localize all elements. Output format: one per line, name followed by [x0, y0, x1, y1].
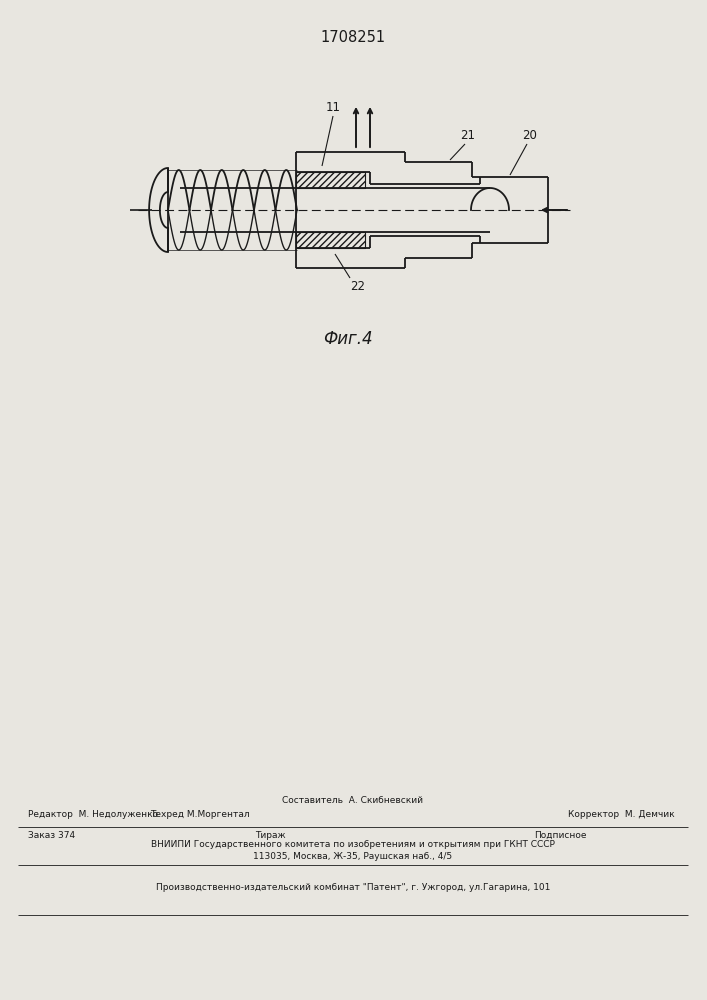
Bar	[296, 172, 365, 188]
Text: Фиг.4: Фиг.4	[323, 330, 373, 348]
Text: 20: 20	[522, 129, 537, 142]
Text: Техред М.Моргентал: Техред М.Моргентал	[150, 810, 250, 819]
Text: 113035, Москва, Ж-35, Раушская наб., 4/5: 113035, Москва, Ж-35, Раушская наб., 4/5	[253, 852, 452, 861]
Text: 22: 22	[351, 280, 366, 293]
Text: Редактор  М. Недолуженко: Редактор М. Недолуженко	[28, 810, 158, 819]
Text: Заказ 374: Заказ 374	[28, 831, 75, 840]
Text: Производственно-издательский комбинат "Патент", г. Ужгород, ул.Гагарина, 101: Производственно-издательский комбинат "П…	[156, 882, 550, 892]
Text: 1708251: 1708251	[320, 30, 385, 45]
Text: 21: 21	[460, 129, 476, 142]
Text: 11: 11	[325, 101, 341, 114]
Text: Тираж: Тираж	[255, 831, 286, 840]
Text: ВНИИПИ Государственного комитета по изобретениям и открытиям при ГКНТ СССР: ВНИИПИ Государственного комитета по изоб…	[151, 840, 555, 849]
Text: Корректор  М. Демчик: Корректор М. Демчик	[568, 810, 675, 819]
Bar	[296, 232, 365, 248]
Text: Составитель  А. Скибневский: Составитель А. Скибневский	[283, 796, 423, 805]
Text: Подписное: Подписное	[534, 831, 586, 840]
